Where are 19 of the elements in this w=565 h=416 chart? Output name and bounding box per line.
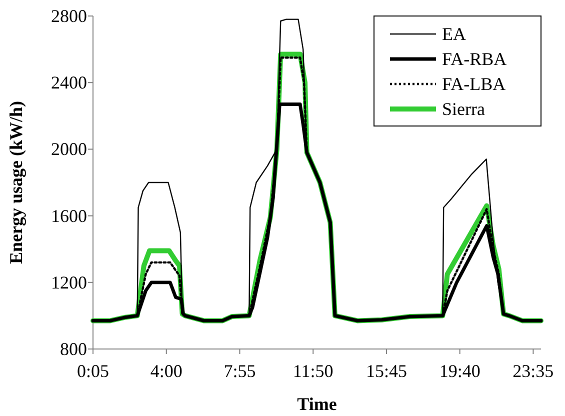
x-tick-label: 7:55 [224,361,256,381]
legend-label: FA-RBA [442,49,507,69]
y-tick-label: 800 [60,339,87,359]
y-axis-title: Energy usage (kW/h) [6,100,26,264]
legend-label: Sierra [442,99,485,119]
x-axis-title: Time [297,394,337,414]
y-tick-label: 2000 [51,139,87,160]
legend-label: FA-LBA [442,74,506,94]
x-tick-label: 0:05 [76,361,110,381]
y-tick-label: 1600 [51,206,87,226]
x-tick-label: 19:40 [439,361,480,381]
y-tick-label: 2800 [51,6,87,26]
x-tick-label: 4:00 [150,361,182,381]
legend-label: EA [442,24,466,44]
y-tick-label: 2400 [51,72,87,93]
x-tick-label: 15:45 [366,361,407,381]
y-tick-label: 1200 [51,272,87,292]
x-tick-label: 23:35 [512,361,554,381]
x-tick-label: 11:50 [292,361,334,381]
